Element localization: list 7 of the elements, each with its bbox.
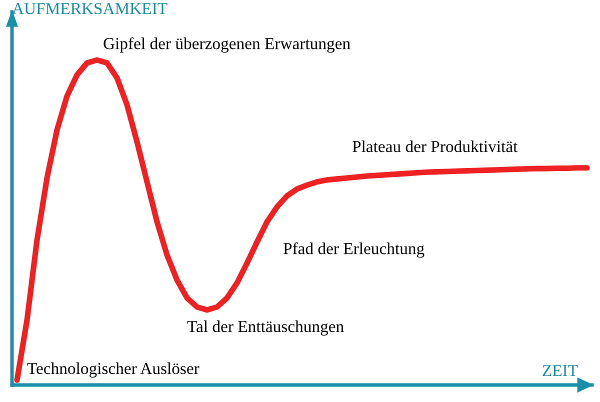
annotation: Pfad der Erleuchtung xyxy=(283,242,424,258)
text: Gipfel der überzogenen Erwartungen xyxy=(104,37,350,53)
annotation: Plateau der Produktivität xyxy=(352,140,518,152)
annotation: Technologischer Auslöser xyxy=(27,362,200,378)
x-axis-title: ZEIT xyxy=(542,365,578,376)
y-axis-title: AUFMERKSAMKEIT xyxy=(12,2,168,14)
annotation: Tal der Enttäuschungen xyxy=(187,320,344,336)
